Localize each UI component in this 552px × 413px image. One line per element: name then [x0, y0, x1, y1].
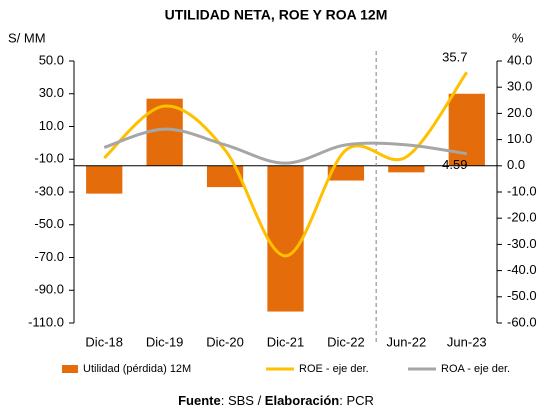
y2-tick-label: 30.0 — [507, 79, 532, 94]
data-label: 35.7 — [442, 50, 467, 65]
legend-label: ROE - eje der. — [299, 363, 369, 375]
bar — [327, 165, 365, 181]
x-tick-label: Dic-22 — [327, 334, 365, 349]
y-axis-label: S/ MM — [8, 30, 46, 45]
y2-tick-label: 40.0 — [507, 52, 532, 67]
y-tick-label: -90.0 — [34, 282, 64, 297]
x-tick-label: Dic-20 — [206, 334, 244, 349]
bar — [388, 165, 425, 173]
y2-tick-label: 10.0 — [507, 131, 532, 146]
data-label: 4.59 — [442, 157, 467, 172]
y2-tick-label: -30.0 — [507, 236, 537, 251]
legend-label: ROA - eje der. — [441, 363, 510, 375]
source-part: Elaboración — [265, 393, 339, 408]
x-tick-label: Jun-23 — [447, 334, 487, 349]
y2-tick-label: 20.0 — [507, 105, 532, 120]
line — [103, 127, 468, 165]
y2-tick-label: -60.0 — [507, 314, 537, 329]
source: Fuente: SBS / Elaboración: PCR — [178, 393, 374, 408]
y-tick-label: 10.0 — [39, 118, 64, 133]
y2-tick-label: -10.0 — [507, 183, 537, 198]
y-tick-label: -10.0 — [34, 151, 64, 166]
y-tick-label: 30.0 — [39, 85, 64, 100]
x-tick-label: Jun-22 — [386, 334, 426, 349]
y-tick-label: -70.0 — [34, 249, 64, 264]
chart-title: UTILIDAD NETA, ROE Y ROA 12M — [165, 7, 388, 23]
y-tick-label: -110.0 — [28, 314, 64, 329]
y-tick-label: 50.0 — [39, 52, 64, 67]
line — [103, 71, 469, 258]
source-part: : SBS / — [221, 393, 265, 408]
y2-axis-label: % — [512, 30, 524, 45]
bar — [448, 93, 485, 166]
y2-tick-label: -50.0 — [507, 288, 537, 303]
legend-swatch — [62, 365, 78, 373]
legend-label: Utilidad (pérdida) 12M — [83, 363, 191, 375]
y2-tick-label: -40.0 — [507, 262, 537, 277]
bar — [86, 165, 123, 194]
x-tick-label: Dic-21 — [267, 334, 305, 349]
bar — [267, 165, 304, 312]
x-tick-label: Dic-18 — [85, 334, 123, 349]
y2-tick-label: -20.0 — [507, 210, 537, 225]
bar — [206, 165, 244, 188]
y-tick-label: -30.0 — [34, 183, 64, 198]
y2-tick-label: 0.0 — [507, 157, 525, 172]
y-tick-label: -50.0 — [34, 216, 64, 231]
source-part: Fuente — [178, 393, 221, 408]
x-tick-label: Dic-19 — [146, 334, 184, 349]
source-part: : PCR — [339, 393, 374, 408]
